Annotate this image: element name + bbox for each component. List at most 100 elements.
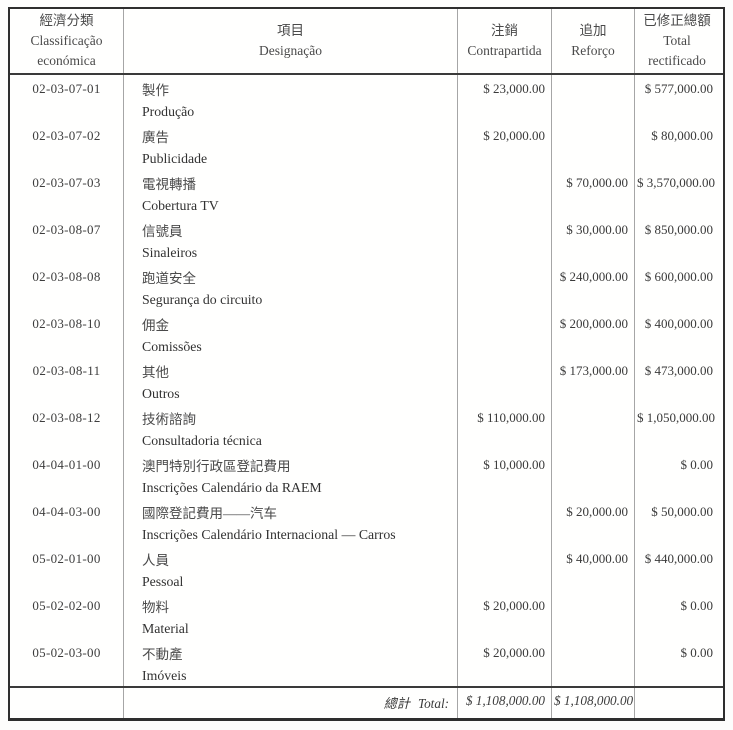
row-code: 04-04-01-00 [10,451,124,498]
header-cancellation-zh: 注銷 [491,23,518,38]
table-row: 04-04-03-00 國際登記費用——汽车 Inscrições Calend… [10,498,723,545]
table-row: 02-03-07-01 製作 Produção $ 23,000.00 $ 57… [10,75,723,122]
row-rectified-total-amount: $ 80,000.00 [651,128,713,143]
header-rectified-total-pt2: rectificado [648,53,706,68]
header-cancellation: 注銷 Contrapartida [458,9,552,73]
row-reforco-amount: $ 30,000.00 [552,216,635,263]
header-designation-zh: 項目 [277,23,304,38]
row-rectified-total-amount: $ 0.00 [680,598,714,613]
budget-rectification-table: 經濟分類 Classificação económica 項目 Designaç… [8,7,725,721]
row-code: 05-02-01-00 [10,545,124,592]
row-designation-pt: Segurança do circuito [142,292,263,307]
row-reforco-amount [552,404,635,451]
row-designation: 其他 Outros [124,357,458,404]
row-designation-pt: Cobertura TV [142,198,219,213]
row-designation-pt: Consultadoria técnica [142,433,262,448]
row-code: 02-03-08-10 [10,310,124,357]
row-contrapartida-amount [458,545,552,592]
row-code: 02-03-07-03 [10,169,124,216]
row-rectified-total-amount: $ 440,000.00 [644,551,713,566]
row-code: 04-04-03-00 [10,498,124,545]
header-classification-pt1: Classificação [30,33,103,48]
table-row: 05-02-03-00 不動產 Imóveis $ 20,000.00 $ 0.… [10,639,723,686]
row-contrapartida-amount: $ 20,000.00 [458,592,552,639]
table-body: 02-03-07-01 製作 Produção $ 23,000.00 $ 57… [10,75,723,686]
row-rectified-total-amount: $ 0.00 [680,457,714,472]
row-designation-zh: 技術諮詢 [142,412,196,427]
header-classification: 經濟分類 Classificação económica [10,9,124,73]
table-total-row: 總計 Total: $ 1,108,000.00 $ 1,108,000.00 [10,686,723,718]
total-reforco-amount: $ 1,108,000.00 [552,688,635,718]
row-designation: 不動產 Imóveis [124,639,458,686]
row-contrapartida-amount [458,357,552,404]
row-designation: 國際登記費用——汽车 Inscrições Calendário Interna… [124,498,458,545]
row-reforco-amount [552,451,635,498]
table-header-row: 經濟分類 Classificação económica 項目 Designaç… [10,9,723,75]
header-rectified-total-zh: 已修正總額 [643,13,711,28]
row-designation-pt: Imóveis [142,668,187,683]
row-contrapartida-amount [458,310,552,357]
header-classification-pt2: económica [37,53,96,68]
row-designation-zh: 廣告 [142,130,169,145]
row-reforco-amount [552,122,635,169]
row-reforco-amount: $ 240,000.00 [552,263,635,310]
row-contrapartida-amount: $ 110,000.00 [458,404,552,451]
row-designation-pt: Comissões [142,339,202,354]
row-designation-pt: Publicidade [142,151,208,166]
total-label-pt: Total: [417,696,449,711]
row-reforco-amount: $ 173,000.00 [552,357,635,404]
row-code: 05-02-03-00 [10,639,124,686]
row-contrapartida-amount: $ 23,000.00 [458,75,552,122]
row-code: 02-03-08-08 [10,263,124,310]
row-reforco-amount: $ 200,000.00 [552,310,635,357]
row-designation-pt: Inscrições Calendário Internacional — Ca… [142,527,396,542]
table-row: 02-03-07-03 電視轉播 Cobertura TV $ 70,000.0… [10,169,723,216]
header-addition-pt: Reforço [571,43,615,58]
table-row: 02-03-08-08 跑道安全 Segurança do circuito $… [10,263,723,310]
row-rectified-total-amount: $ 1,050,000.00 [637,410,715,425]
row-designation: 技術諮詢 Consultadoria técnica [124,404,458,451]
header-addition: 追加 Reforço [552,9,635,73]
table-row: 05-02-02-00 物料 Material $ 20,000.00 $ 0.… [10,592,723,639]
row-rectified-total-amount: $ 0.00 [680,645,714,660]
row-rectified-total-amount: $ 473,000.00 [644,363,713,378]
total-rectified-amount [635,688,719,718]
row-designation: 信號員 Sinaleiros [124,216,458,263]
table-row: 02-03-07-02 廣告 Publicidade $ 20,000.00 $… [10,122,723,169]
row-designation: 廣告 Publicidade [124,122,458,169]
row-designation: 製作 Produção [124,75,458,122]
total-label: 總計 Total: [124,688,458,718]
row-code: 02-03-08-07 [10,216,124,263]
row-designation: 澳門特別行政區登記費用 Inscrições Calendário da RAE… [124,451,458,498]
header-designation-pt: Designação [259,43,322,58]
table-row: 02-03-08-12 技術諮詢 Consultadoria técnica $… [10,404,723,451]
row-designation-zh: 不動產 [142,647,183,662]
row-code: 05-02-02-00 [10,592,124,639]
row-contrapartida-amount: $ 20,000.00 [458,639,552,686]
row-designation: 跑道安全 Segurança do circuito [124,263,458,310]
row-designation-pt: Produção [142,104,195,119]
row-rectified-total-amount: $ 50,000.00 [651,504,713,519]
row-contrapartida-amount [458,263,552,310]
row-reforco-amount: $ 70,000.00 [552,169,635,216]
table-row: 02-03-08-07 信號員 Sinaleiros $ 30,000.00 $… [10,216,723,263]
row-designation-zh: 國際登記費用——汽车 [142,506,277,521]
row-code: 02-03-08-11 [10,357,124,404]
row-designation: 電視轉播 Cobertura TV [124,169,458,216]
row-designation: 佣金 Comissões [124,310,458,357]
row-designation-zh: 物料 [142,600,169,615]
row-designation: 物料 Material [124,592,458,639]
row-designation-zh: 人員 [142,553,169,568]
row-rectified-total-amount: $ 577,000.00 [644,81,713,96]
table-row: 02-03-08-11 其他 Outros $ 173,000.00 $ 473… [10,357,723,404]
table-row: 04-04-01-00 澳門特別行政區登記費用 Inscrições Calen… [10,451,723,498]
row-reforco-amount [552,75,635,122]
row-reforco-amount [552,592,635,639]
row-rectified-total-amount: $ 3,570,000.00 [637,175,715,190]
header-rectified-total-pt1: Total [663,33,691,48]
row-contrapartida-amount [458,498,552,545]
row-designation-zh: 跑道安全 [142,271,196,286]
row-reforco-amount [552,639,635,686]
header-addition-zh: 追加 [579,23,607,38]
row-designation-zh: 澳門特別行政區登記費用 [142,459,291,474]
